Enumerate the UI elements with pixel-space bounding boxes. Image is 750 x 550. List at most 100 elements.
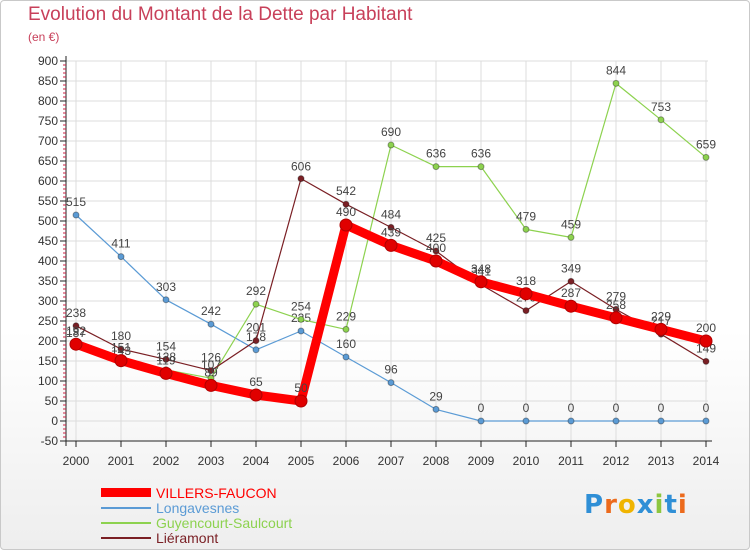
y-tick-label: 900 <box>38 54 58 68</box>
data-label: 254 <box>291 299 311 313</box>
x-tick-label: 2004 <box>243 454 270 468</box>
data-point <box>699 334 713 348</box>
data-label: 0 <box>568 401 575 415</box>
x-tick-label: 2013 <box>648 454 675 468</box>
data-label: 119 <box>156 353 175 367</box>
data-label: 178 <box>246 330 266 344</box>
proxiti-logo: Proxiti <box>584 490 688 520</box>
data-point <box>657 116 665 124</box>
data-point <box>474 275 488 289</box>
data-point <box>567 417 575 425</box>
legend-swatch <box>101 521 151 524</box>
data-point <box>387 141 395 149</box>
data-label: 515 <box>66 195 86 209</box>
data-point <box>339 218 353 232</box>
data-label: 154 <box>156 339 176 353</box>
data-point <box>432 405 440 413</box>
legend-swatch <box>101 536 151 539</box>
data-point <box>477 163 485 171</box>
data-label: 65 <box>249 375 263 389</box>
data-point <box>612 79 620 87</box>
data-label: 50 <box>294 381 308 395</box>
y-tick-label: 50 <box>45 394 59 408</box>
legend-label: VILLERS-FAUCON <box>156 484 277 501</box>
x-tick-label: 2012 <box>603 454 630 468</box>
y-tick-label: 700 <box>38 134 58 148</box>
data-label: 0 <box>478 401 485 415</box>
data-label: 400 <box>426 241 446 255</box>
x-tick-label: 2009 <box>468 454 495 468</box>
y-tick-label: 150 <box>38 354 58 368</box>
data-label: 411 <box>111 237 130 251</box>
data-point <box>522 307 530 315</box>
data-point <box>702 357 710 365</box>
data-label: 753 <box>651 100 671 114</box>
y-tick-label: -50 <box>41 434 59 448</box>
legend-label: Liéramont <box>156 529 219 546</box>
chart-title: Evolution du Montant de la Dette par Hab… <box>28 4 413 25</box>
y-tick-label: 400 <box>38 254 58 268</box>
logo-letter: P <box>584 490 605 520</box>
data-label: 636 <box>426 147 446 161</box>
data-label: 490 <box>336 205 356 219</box>
data-label: 96 <box>384 363 398 377</box>
data-label: 318 <box>516 274 536 288</box>
data-label: 484 <box>381 207 401 221</box>
data-label: 0 <box>613 401 620 415</box>
data-point <box>702 153 710 161</box>
data-label: 242 <box>201 304 221 318</box>
data-label: 425 <box>426 231 446 245</box>
y-tick-label: 850 <box>38 74 58 88</box>
x-tick-label: 2014 <box>693 454 720 468</box>
data-label: 192 <box>66 324 86 338</box>
data-label: 659 <box>696 137 716 151</box>
y-tick-label: 350 <box>38 274 58 288</box>
y-tick-label: 600 <box>38 174 58 188</box>
data-point <box>72 322 80 330</box>
data-point <box>522 417 530 425</box>
data-point <box>384 238 398 252</box>
data-point <box>432 247 440 255</box>
data-point <box>69 337 83 351</box>
x-tick-label: 2007 <box>378 454 405 468</box>
data-point <box>252 346 260 354</box>
logo-letter: o <box>617 490 637 520</box>
data-label: 292 <box>246 284 266 298</box>
logo-letter: i <box>677 490 688 520</box>
data-point <box>657 417 665 425</box>
data-label: 107 <box>201 358 221 372</box>
data-label: 287 <box>561 286 581 300</box>
y-tick-label: 200 <box>38 334 58 348</box>
data-point <box>432 163 440 171</box>
x-tick-label: 2002 <box>153 454 180 468</box>
y-tick-label: 0 <box>51 414 58 428</box>
data-point <box>387 223 395 231</box>
data-label: 479 <box>516 209 536 223</box>
y-tick-label: 300 <box>38 294 58 308</box>
data-label: 201 <box>246 321 266 335</box>
data-point <box>387 379 395 387</box>
y-tick-label: 100 <box>38 374 58 388</box>
data-point <box>72 211 80 219</box>
data-label: 348 <box>471 262 491 276</box>
data-point-lieramont-2005 <box>297 175 305 183</box>
data-label: 303 <box>156 280 176 294</box>
data-label: 180 <box>111 329 131 343</box>
data-point <box>567 233 575 241</box>
data-label: 200 <box>696 321 716 335</box>
logo-letter: t <box>664 490 678 520</box>
logo-letter: x <box>636 490 655 520</box>
y-tick-label: 750 <box>38 114 58 128</box>
y-tick-label: 500 <box>38 214 58 228</box>
x-tick-label: 2006 <box>333 454 360 468</box>
data-point <box>342 325 350 333</box>
data-label: 459 <box>561 217 581 231</box>
x-tick-label: 2001 <box>108 454 135 468</box>
data-point <box>342 353 350 361</box>
data-point <box>162 355 170 363</box>
data-label: 844 <box>606 63 626 77</box>
chart-legend: VILLERS-FAUCON Longavesnes Guyencourt-Saul… <box>101 484 292 546</box>
legend-item: Longavesnes <box>101 500 292 516</box>
